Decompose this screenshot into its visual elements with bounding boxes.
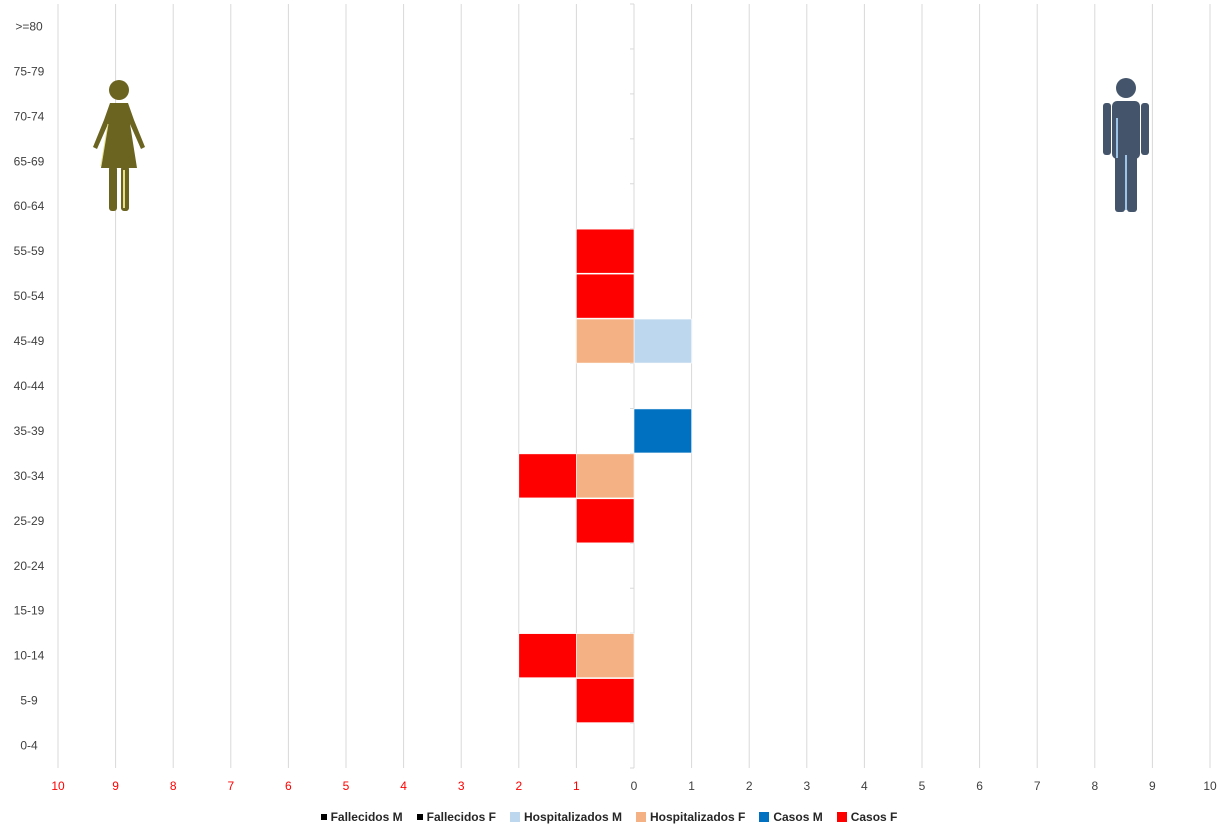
bar-casos-m-35-39 [633, 408, 692, 454]
y-tick-label: 35-39 [14, 424, 45, 438]
gridlines [57, 4, 1211, 768]
y-tick-label: 45-49 [14, 334, 45, 348]
y-axis-tick-labels: 0-4 5-9 10-14 15-19 20-24 25-29 30-34 35-39 40-4… [14, 19, 45, 752]
x-tick-label: 8 [170, 779, 177, 793]
y-tick-label: 15-19 [14, 604, 45, 618]
y-tick-label: 50-54 [14, 289, 45, 303]
x-tick-label: 6 [285, 779, 292, 793]
x-tick-label: 3 [458, 779, 465, 793]
legend-label: Fallecidos M [330, 810, 403, 824]
y-tick-label: 70-74 [14, 109, 45, 123]
x-tick-label: 5 [343, 779, 350, 793]
legend-item: Casos M [759, 810, 823, 824]
x-tick-label: 9 [1149, 779, 1156, 793]
bar-casos-f-5-9 [576, 678, 635, 723]
bar-casos-f-50-54 [576, 273, 635, 319]
x-tick-label: 1 [573, 779, 580, 793]
x-tick-label: 4 [861, 779, 868, 793]
legend-swatch [509, 812, 520, 822]
legend-item: Fallecidos F [416, 810, 496, 824]
y-tick-label: 10-14 [14, 649, 45, 663]
legend-item: Fallecidos M [320, 810, 403, 824]
x-tick-label: 5 [919, 779, 926, 793]
bar-casos-f-10-14 [518, 633, 577, 678]
x-tick-label: 2 [746, 779, 753, 793]
x-tick-label: 3 [803, 779, 810, 793]
bar-casos-f-55-59 [576, 228, 635, 274]
bar-hospitalizados-f-10-14 [576, 633, 635, 678]
x-tick-label: 6 [976, 779, 983, 793]
y-tick-label: 0-4 [20, 739, 38, 753]
x-tick-label: 8 [1091, 779, 1098, 793]
y-tick-label: 55-59 [14, 244, 45, 258]
x-tick-label: 10 [51, 779, 65, 793]
legend-label: Hospitalizados M [523, 810, 622, 824]
legend-label: Fallecidos F [426, 810, 496, 824]
bar-casos-f-25-29 [576, 498, 635, 544]
x-tick-label: 0 [631, 779, 638, 793]
x-tick-label: 10 [1203, 779, 1217, 793]
y-tick-label: 75-79 [14, 64, 45, 78]
bar-casos-f-30-34 [518, 453, 577, 499]
x-tick-label: 1 [688, 779, 695, 793]
y-tick-label: 30-34 [14, 469, 45, 483]
female-figure-icon [93, 80, 145, 211]
legend-swatch [636, 812, 646, 822]
legend-item: Hospitalizados F [636, 810, 745, 824]
legend-label: Hospitalizados F [650, 810, 746, 824]
legend: Fallecidos M Fallecidos F Hospitalizados M… [0, 806, 1218, 828]
y-tick-label: 60-64 [14, 199, 45, 213]
x-tick-label: 7 [227, 779, 234, 793]
x-tick-label: 2 [515, 779, 522, 793]
legend-swatch [320, 814, 327, 820]
y-tick-label: 40-44 [14, 379, 45, 393]
x-axis-tick-labels: 10 9 8 7 6 5 4 3 2 1 0 1 2 3 4 5 6 7 8 9 10 [51, 779, 1217, 793]
legend-swatch [759, 812, 770, 822]
y-tick-label: >=80 [15, 19, 43, 33]
x-tick-label: 4 [400, 779, 407, 793]
y-tick-label: 25-29 [14, 514, 45, 528]
y-tick-label: 5-9 [20, 694, 38, 708]
x-tick-label: 9 [112, 779, 119, 793]
legend-label: Casos F [850, 810, 898, 824]
bar-hospitalizados-m-45-49 [633, 318, 692, 364]
legend-swatch [416, 814, 423, 820]
legend-swatch [836, 812, 847, 822]
x-tick-label: 7 [1034, 779, 1041, 793]
bars [518, 228, 692, 723]
legend-item: Hospitalizados M [509, 810, 622, 824]
bar-hospitalizados-f-45-49 [576, 318, 635, 364]
bar-hospitalizados-f-30-34 [576, 453, 635, 499]
legend-label: Casos M [773, 810, 823, 824]
y-tick-label: 65-69 [14, 154, 45, 168]
male-figure-icon [1103, 78, 1149, 212]
legend-item: Casos F [836, 810, 898, 824]
y-tick-label: 20-24 [14, 559, 45, 573]
